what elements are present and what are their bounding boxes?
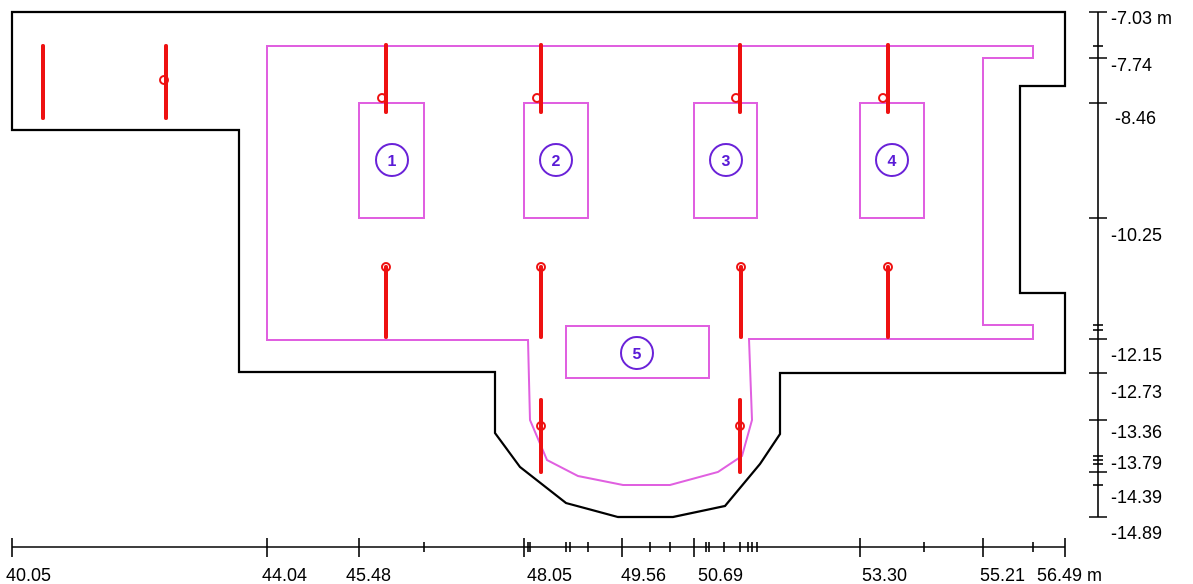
y-tick-label: -7.03 m [1111,8,1172,28]
luminaire-5-marker: 5 [620,336,654,370]
x-tick-label: 45.48 [346,565,391,584]
luminaire-3-marker: 3 [709,143,743,177]
fixture-circle [883,262,893,272]
x-tick-label: 50.69 [698,565,743,584]
luminaire-2-marker: 2 [539,143,573,177]
x-tick-label: 55.21 [980,565,1025,584]
x-axis [11,538,1066,557]
x-tick-label: 53.30 [862,565,907,584]
luminaire-1-marker: 1 [375,143,409,177]
x-tick-label: 49.56 [621,565,666,584]
fixture-circle [381,262,391,272]
luminaire-4-outline [859,102,925,219]
y-tick-label: -7.74 [1111,55,1152,75]
luminaire-4-marker: 4 [875,143,909,177]
luminaire-2-label: 2 [552,153,561,170]
x-tick-label: 44.04 [262,565,307,584]
fixture-circle [536,262,546,272]
x-axis-labels: 40.05 44.04 45.48 48.05 49.56 50.69 53.3… [6,565,1102,584]
luminaire-2-outline [523,102,589,219]
luminaire-3-outline [693,102,758,219]
y-tick-label: -13.79 [1111,453,1162,473]
luminaire-5-label: 5 [633,346,642,363]
fixture-circle [536,421,546,431]
building-outline [10,10,1067,519]
fixture-circle [731,93,741,103]
luminaire-4-label: 4 [888,153,897,170]
fixture-circle [735,421,745,431]
y-tick-label: -8.46 [1115,108,1156,128]
luminaire-3-label: 3 [722,153,731,170]
fixture-circle [736,262,746,272]
fixture-circle [532,93,542,103]
x-tick-label: 40.05 [6,565,51,584]
y-axis-labels: -7.03 m -7.74 -8.46 -10.25 -12.15 -12.73… [1111,8,1172,543]
x-tick-label: 56.49 m [1037,565,1102,584]
luminaire-1-outline [358,102,425,219]
y-tick-label: -10.25 [1111,225,1162,245]
y-tick-label: -12.15 [1111,345,1162,365]
fixtures-group [41,43,893,474]
luminaire-5-outline [565,325,710,379]
y-axis [1089,11,1107,518]
x-tick-label: 48.05 [527,565,572,584]
fixture-circle [159,75,169,85]
y-tick-label: -13.36 [1111,422,1162,442]
y-tick-label: -14.89 [1111,523,1162,543]
fixture-circle [377,93,387,103]
luminaire-1-label: 1 [388,153,397,170]
y-tick-label: -14.39 [1111,487,1162,507]
y-tick-label: -12.73 [1111,382,1162,402]
fixture-circle [878,93,888,103]
